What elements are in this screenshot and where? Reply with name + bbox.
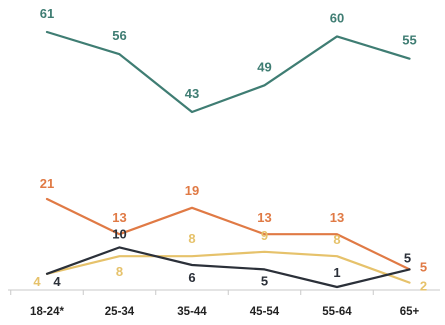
- data-label: 8: [116, 264, 123, 279]
- x-tick-label: 65+: [400, 306, 420, 318]
- data-label: 5: [420, 259, 427, 274]
- data-label: 60: [330, 10, 344, 25]
- data-label: 55: [402, 33, 416, 48]
- data-label: 9: [261, 228, 268, 243]
- data-label: 1: [333, 265, 340, 280]
- series-line: [45, 197, 411, 271]
- data-label: 13: [330, 210, 344, 225]
- series-line: [45, 30, 411, 114]
- data-label: 61: [40, 6, 54, 21]
- data-label: 10: [112, 226, 126, 241]
- data-label: 21: [40, 176, 54, 191]
- x-axis: [8, 289, 440, 295]
- x-tick-label: 18-24*: [30, 306, 64, 318]
- data-label: 13: [112, 210, 126, 225]
- data-label: 8: [188, 231, 195, 246]
- data-labels: 61 56 43 49 60 55 21 13 19 13 13 5 4 8 8 9 8 2 4 10 6 5 1 5: [33, 6, 427, 294]
- series-lines: [45, 30, 411, 289]
- series-line: [45, 250, 411, 284]
- series-line: [45, 246, 411, 289]
- data-label: 49: [257, 59, 271, 74]
- data-label: 8: [333, 232, 340, 247]
- data-label: 6: [188, 270, 195, 285]
- data-label: 4: [33, 274, 41, 289]
- x-tick-label: 25-34: [105, 306, 135, 318]
- x-tick-labels: 18-24* 25-34 35-44 45-54 55-64 65+: [30, 306, 419, 318]
- data-label: 5: [261, 273, 268, 288]
- data-label: 4: [53, 274, 61, 289]
- data-label: 13: [257, 210, 271, 225]
- x-tick-label: 55-64: [322, 306, 352, 318]
- data-label: 5: [404, 250, 411, 265]
- data-label: 43: [185, 86, 199, 101]
- data-label: 19: [185, 183, 199, 198]
- x-tick-label: 45-54: [250, 306, 280, 318]
- data-label: 2: [420, 279, 427, 294]
- x-tick-label: 35-44: [177, 306, 207, 318]
- data-label: 56: [112, 28, 126, 43]
